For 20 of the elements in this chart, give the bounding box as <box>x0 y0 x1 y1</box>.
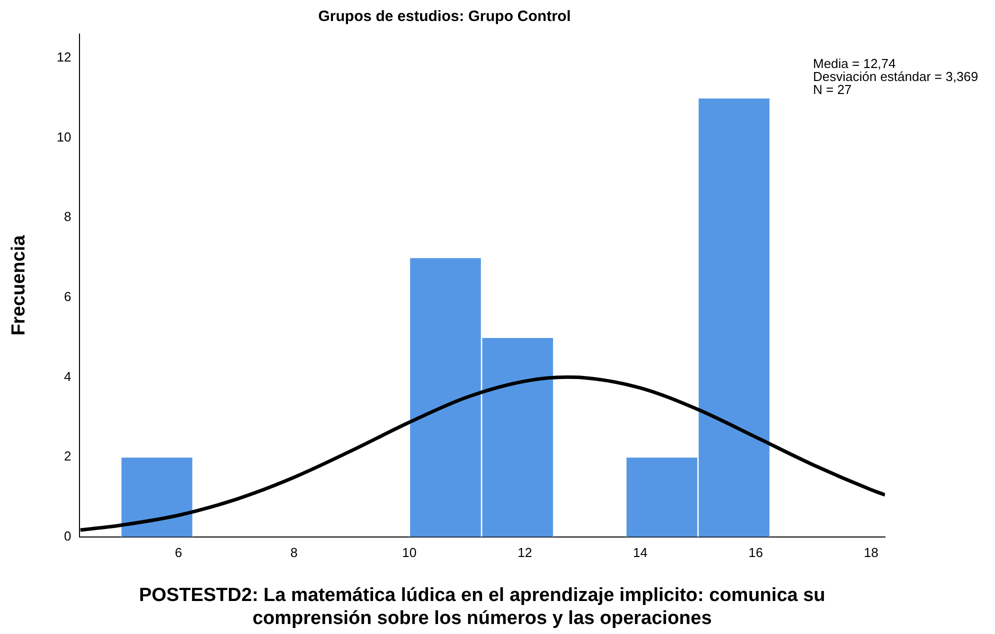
x-tick-label: 16 <box>748 545 763 560</box>
y-tick-label: 0 <box>64 528 72 544</box>
x-axis-title: POSTESTD2: La matemática lúdica en el aprendizaje implicito: comunica su comprensión sobre los números y las operaciones <box>138 585 826 629</box>
y-tick-label: 2 <box>64 448 72 464</box>
y-tick-label: 8 <box>64 209 72 224</box>
chart-title: Grupos de estudios: Grupo Control <box>318 8 571 26</box>
x-tick-label: 18 <box>864 545 878 560</box>
y-tick-label: 4 <box>64 368 72 384</box>
annotation: Media = 12,74 <box>813 56 896 72</box>
x-tick-label: 6 <box>174 545 182 560</box>
x-tick-label: 14 <box>633 545 648 560</box>
y-tick-label: 12 <box>56 50 72 65</box>
x-tick-label: 10 <box>402 545 417 560</box>
annotation: Desviación estándar = 3,369 <box>813 69 978 84</box>
y-tick-label: 6 <box>64 288 72 304</box>
x-tick-label: 12 <box>518 545 532 560</box>
y-tick-label: 10 <box>56 129 72 144</box>
y-axis-title: Frecuencia <box>8 234 30 336</box>
x-tick-label: 8 <box>290 545 298 560</box>
annotation: N = 27 <box>813 82 852 98</box>
